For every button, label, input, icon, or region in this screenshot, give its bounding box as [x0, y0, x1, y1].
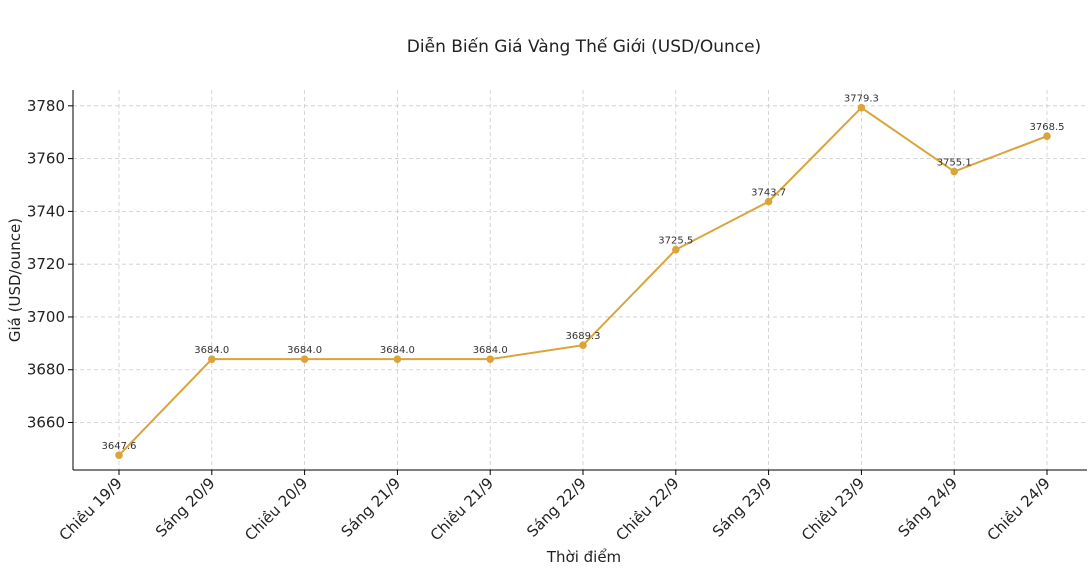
y-tick-label: 3700	[27, 308, 65, 326]
data-label: 3689.3	[566, 331, 601, 342]
x-tick-label: Sáng 20/9	[152, 474, 219, 541]
data-label: 3779.3	[844, 94, 879, 105]
y-tick-label: 3680	[27, 361, 65, 379]
x-tick-label: Chiều 19/9	[56, 474, 126, 544]
data-label: 3684.0	[473, 345, 508, 356]
x-tick-label: Sáng 22/9	[523, 474, 590, 541]
data-label: 3755.1	[937, 158, 972, 169]
data-label: 3684.0	[380, 345, 415, 356]
data-label: 3684.0	[287, 345, 322, 356]
data-point	[672, 245, 680, 254]
data-point	[486, 355, 495, 363]
data-point	[115, 451, 123, 460]
x-tick-label: Chiều 21/9	[427, 474, 497, 544]
data-label: 3647.6	[102, 441, 137, 452]
y-axis-label: Giá (USD/ounce)	[6, 218, 24, 342]
data-point	[208, 355, 216, 363]
data-point	[857, 103, 866, 112]
grid-lines	[73, 90, 1087, 470]
chart-title: Diễn Biến Giá Vàng Thế Giới (USD/Ounce)	[407, 36, 761, 57]
data-labels: 3647.6 3684.0 3684.0 3684.0 3684.0 3689.3 3725…	[102, 94, 1065, 453]
y-tick-label: 3760	[27, 150, 65, 168]
x-tick-label: Chiều 20/9	[241, 474, 311, 544]
x-tick-label: Sáng 23/9	[709, 474, 776, 541]
y-tick-label: 3780	[27, 97, 65, 115]
data-point	[1043, 132, 1051, 140]
x-axis-label: Thời điểm	[546, 548, 621, 566]
data-point	[393, 355, 402, 363]
x-tick-label: Chiều 22/9	[612, 474, 682, 544]
x-tick-label: Chiều 23/9	[798, 474, 868, 544]
data-label: 3768.5	[1030, 122, 1065, 133]
data-point	[579, 341, 587, 349]
x-tick-label: Sáng 21/9	[338, 474, 405, 541]
data-label: 3725.5	[658, 236, 693, 247]
x-tick-label: Sáng 24/9	[894, 474, 961, 541]
y-axis-ticks: 3660 3680 3700 3720 3740 3760 3780	[27, 97, 73, 432]
data-label: 3684.0	[194, 345, 229, 356]
data-point	[300, 355, 309, 363]
y-tick-label: 3720	[27, 255, 65, 273]
x-axis-ticks: Chiều 19/9 Sáng 20/9 Chiều 20/9 Sáng 21/9 Ch…	[56, 470, 1054, 544]
data-point	[950, 167, 958, 176]
x-tick-label: Chiều 24/9	[984, 474, 1054, 544]
data-point	[764, 197, 773, 206]
y-tick-label: 3740	[27, 202, 65, 220]
y-tick-label: 3660	[27, 414, 65, 432]
data-label: 3743.7	[751, 188, 786, 199]
series-layer	[115, 103, 1051, 460]
axes	[72, 90, 1087, 471]
